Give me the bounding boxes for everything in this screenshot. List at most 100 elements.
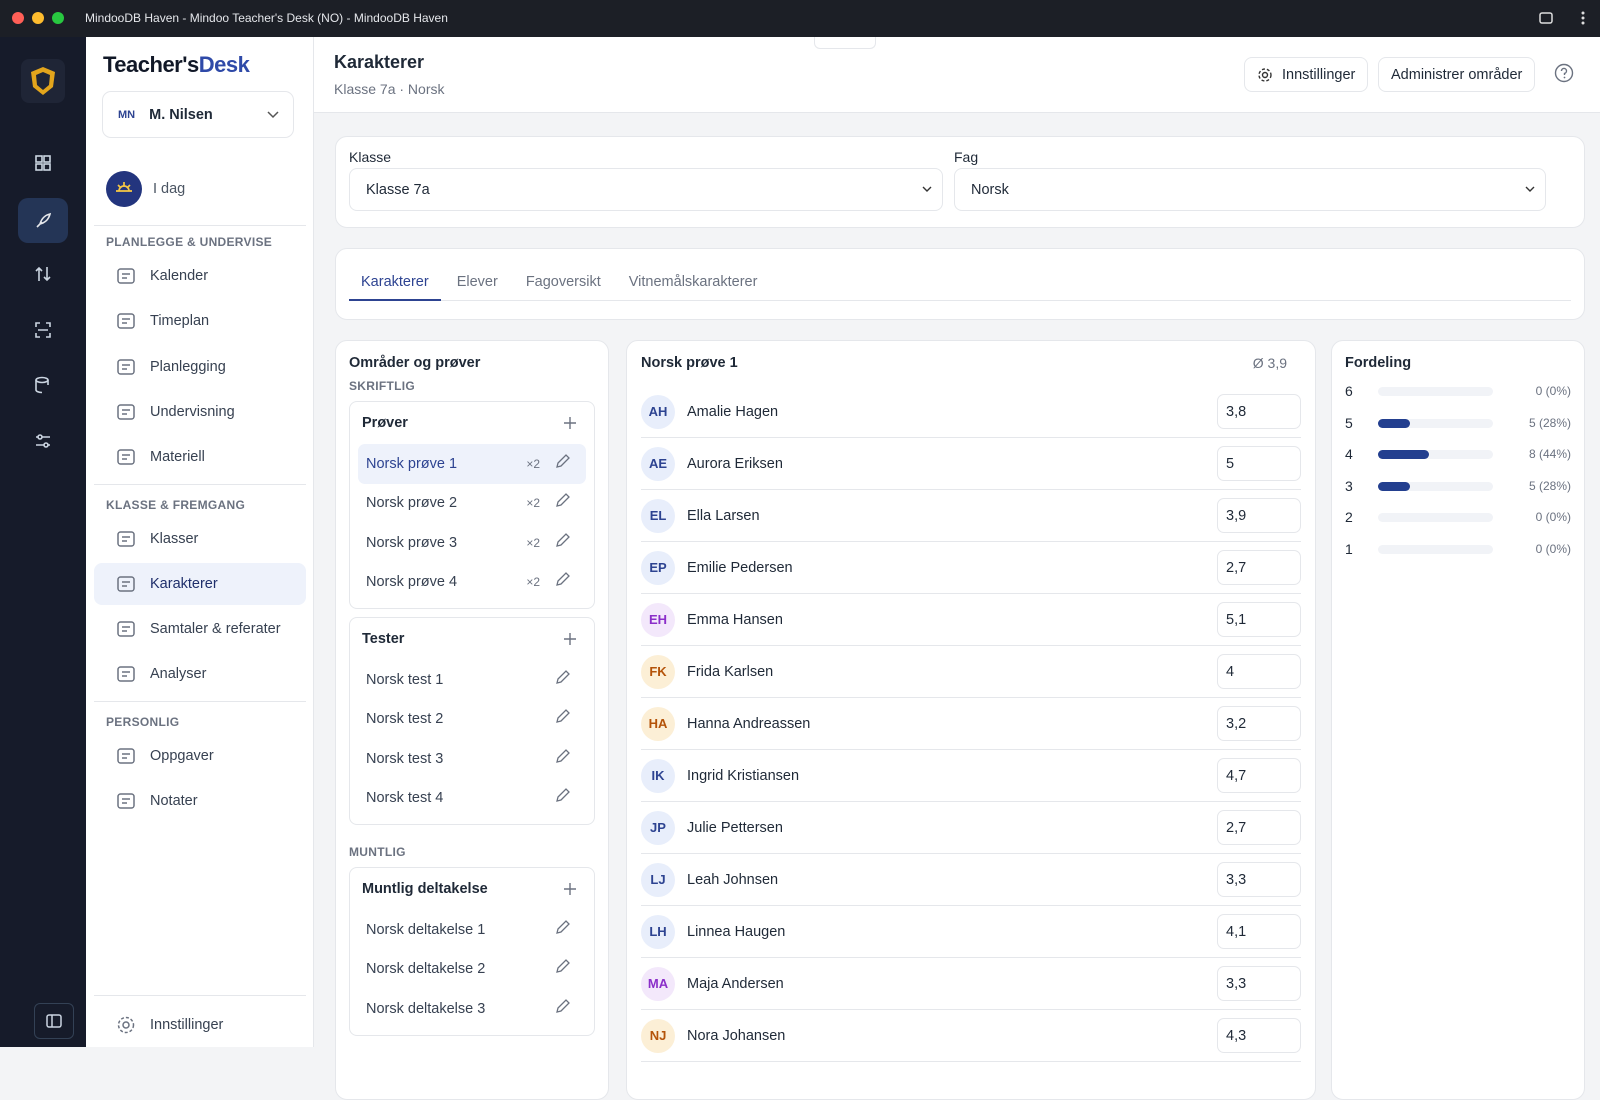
student-row: MA Maja Andersen 3,3 xyxy=(641,958,1301,1010)
bar-track xyxy=(1378,481,1493,491)
database-icon[interactable] xyxy=(34,376,52,394)
area-item[interactable]: Norsk prøve 3 ×2 xyxy=(358,523,586,563)
avatar: LJ xyxy=(641,862,675,897)
grade-input[interactable]: 2,7 xyxy=(1217,550,1301,585)
tab[interactable]: Vitnemålskarakterer xyxy=(628,274,758,290)
manage-areas-button[interactable]: Administrer områder xyxy=(1378,57,1536,92)
edit-button[interactable] xyxy=(554,788,570,808)
area-item[interactable]: Norsk prøve 4 ×2 xyxy=(358,563,586,603)
window-controls[interactable] xyxy=(10,11,80,25)
grade-input[interactable]: 5,1 xyxy=(1217,602,1301,637)
grade-input[interactable]: 5 xyxy=(1217,446,1301,481)
nav-item[interactable]: Oppgaver xyxy=(94,735,306,777)
area-item[interactable]: Norsk deltakelse 1 xyxy=(358,910,586,950)
area-item[interactable]: Norsk prøve 1 ×2 xyxy=(358,444,586,484)
tab[interactable]: Karakterer xyxy=(349,269,441,301)
help-icon[interactable] xyxy=(1554,63,1574,83)
group-title: SKRIFTLIG xyxy=(349,379,416,393)
area-item[interactable]: Norsk test 4 xyxy=(358,779,586,819)
nav-item[interactable]: Undervisning xyxy=(94,391,306,433)
filter-label: Klasse xyxy=(349,149,392,165)
menu-icon[interactable] xyxy=(1580,10,1586,26)
active-rail-item[interactable] xyxy=(18,198,68,243)
edit-button[interactable] xyxy=(554,572,570,592)
nav-item[interactable]: Analyser xyxy=(94,653,306,695)
grade-input[interactable]: 3,3 xyxy=(1217,966,1301,1001)
edit-button[interactable] xyxy=(554,493,570,513)
extensions-icon[interactable] xyxy=(1538,10,1554,26)
student-name: Emma Hansen xyxy=(687,611,783,628)
page-subtitle: Klasse 7a · Norsk xyxy=(334,81,445,97)
grade-input[interactable]: 2,7 xyxy=(1217,810,1301,845)
grade-label: 3 xyxy=(1345,477,1353,494)
item-label: Norsk deltakelse 1 xyxy=(366,921,486,938)
add-button[interactable] xyxy=(564,628,576,651)
collapse-sidebar-button[interactable] xyxy=(34,1003,74,1039)
sync-icon[interactable] xyxy=(34,265,52,283)
grade-input[interactable]: 4,3 xyxy=(1217,1018,1301,1053)
nav-item[interactable]: Klasser xyxy=(94,518,306,560)
avatar: MA xyxy=(641,966,675,1001)
nav-item[interactable]: Planlegging xyxy=(94,346,306,388)
filter-value: Klasse 7a xyxy=(366,181,430,198)
grade-input[interactable]: 3,2 xyxy=(1217,706,1301,741)
grade-input[interactable]: 4 xyxy=(1217,654,1301,689)
edit-button[interactable] xyxy=(554,453,570,474)
student-row: IK Ingrid Kristiansen 4,7 xyxy=(641,750,1301,802)
area-item[interactable]: Norsk deltakelse 2 xyxy=(358,950,586,990)
nav-item[interactable]: Notater xyxy=(94,780,306,822)
area-item[interactable]: Norsk test 2 xyxy=(358,700,586,740)
student-row: HA Hanna Andreassen 3,2 xyxy=(641,698,1301,750)
item-weight: ×2 xyxy=(526,496,540,511)
item-weight: ×2 xyxy=(526,456,540,471)
nav-label: Klasser xyxy=(150,530,199,547)
settings-button[interactable]: Innstillinger xyxy=(1244,57,1369,92)
edit-button[interactable] xyxy=(554,532,570,553)
grade-input[interactable]: 3,9 xyxy=(1217,498,1301,533)
nav-item[interactable]: Karakterer xyxy=(94,562,306,605)
brand-name-accent: Desk xyxy=(198,52,250,77)
edit-button[interactable] xyxy=(554,998,570,1019)
edit-button[interactable] xyxy=(554,748,570,769)
scan-icon[interactable] xyxy=(34,321,52,339)
user-switcher[interactable]: MN M. Nilsen xyxy=(102,91,294,138)
area-item[interactable]: Norsk deltakelse 3 xyxy=(358,989,586,1029)
area-item[interactable]: Norsk test 3 xyxy=(358,739,586,779)
avatar: AE xyxy=(641,446,675,481)
filter-icon[interactable] xyxy=(34,432,52,450)
nav-item[interactable]: Samtaler & referater xyxy=(94,608,306,650)
divider xyxy=(94,700,306,702)
filter-select[interactable]: Klasse 7a xyxy=(349,168,943,211)
student-name: Frida Karlsen xyxy=(687,663,774,680)
item-label: Norsk prøve 1 xyxy=(366,455,458,472)
nav-icon xyxy=(117,621,135,637)
area-item[interactable]: Norsk prøve 2 ×2 xyxy=(358,484,586,524)
tab[interactable]: Elever xyxy=(456,274,498,290)
edit-button[interactable] xyxy=(554,919,570,940)
add-button[interactable] xyxy=(564,412,576,435)
edit-button[interactable] xyxy=(554,669,570,690)
filter-select[interactable]: Norsk xyxy=(954,168,1546,211)
settings-link[interactable]: Innstillinger xyxy=(94,1004,306,1046)
add-button[interactable] xyxy=(564,878,576,901)
edit-button[interactable] xyxy=(554,959,570,979)
grade-input[interactable]: 3,8 xyxy=(1217,394,1301,429)
tab[interactable]: Fagoversikt xyxy=(525,274,601,290)
tabs-card: Karakterer Elever Fagoversikt Vitnemålskara… xyxy=(335,248,1585,320)
collapse-handle[interactable] xyxy=(814,37,876,49)
student-row: AE Aurora Eriksen 5 xyxy=(641,438,1301,490)
panel-title: Områder og prøver xyxy=(349,355,481,371)
nav-item[interactable]: Timeplan xyxy=(94,300,306,342)
grade-input[interactable]: 4,7 xyxy=(1217,758,1301,793)
grade-input[interactable]: 4,1 xyxy=(1217,914,1301,949)
edit-button[interactable] xyxy=(554,709,570,729)
grade-input[interactable]: 3,3 xyxy=(1217,862,1301,897)
nav-item[interactable]: Materiell xyxy=(94,436,306,478)
area-item[interactable]: Norsk test 1 xyxy=(358,660,586,700)
dashboard-icon[interactable] xyxy=(34,154,52,172)
today-link[interactable]: I dag xyxy=(153,181,186,197)
count-label: 0 (0%) xyxy=(1535,510,1571,524)
nav-item[interactable]: Kalender xyxy=(94,255,306,297)
bar-track xyxy=(1378,418,1493,428)
